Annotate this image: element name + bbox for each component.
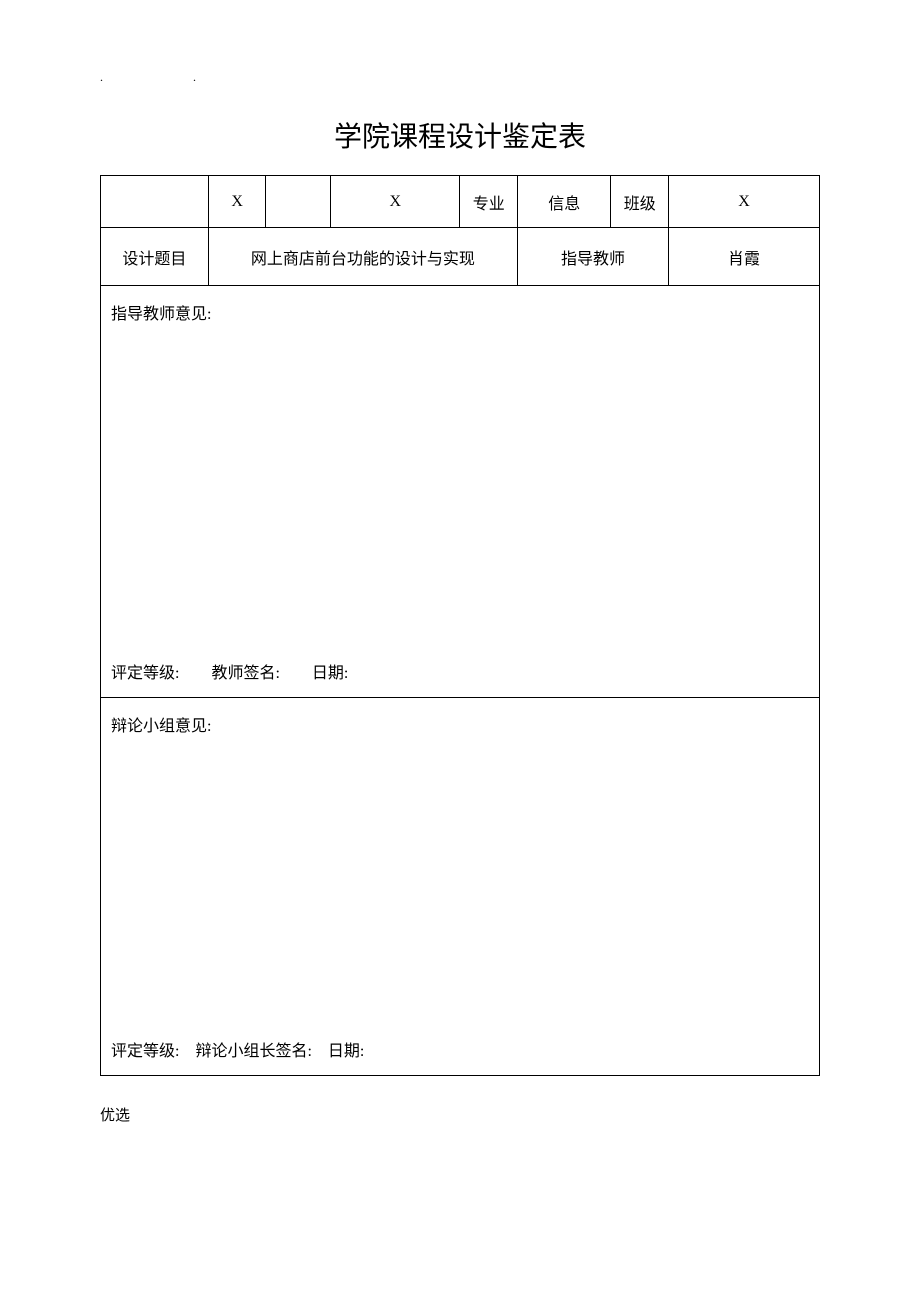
teacher-opinion-header: 指导教师意见: <box>111 300 809 324</box>
dot-mark: . <box>100 70 103 85</box>
cell-x-1: X <box>208 176 266 228</box>
cell-topic-label: 设计题目 <box>101 228 209 286</box>
header-dots: . . <box>100 70 820 85</box>
page-title: 学院课程设计鉴定表 <box>100 115 820 155</box>
cell-major-value: 信息 <box>517 176 610 228</box>
cell-group-opinion: 辩论小组意见: 评定等级: 辩论小组长签名: 日期: <box>101 698 820 1076</box>
dot-mark: . <box>193 70 196 85</box>
cell-advisor-value: 肖霞 <box>668 228 819 286</box>
group-signature-line: 评定等级: 辩论小组长签名: 日期: <box>111 1037 809 1061</box>
cell-blank-2 <box>266 176 331 228</box>
footer-text: 优选 <box>100 1104 820 1125</box>
table-row-info: X X 专业 信息 班级 X <box>101 176 820 228</box>
table-row-topic: 设计题目 网上商店前台功能的设计与实现 指导教师 肖霞 <box>101 228 820 286</box>
cell-advisor-label: 指导教师 <box>517 228 668 286</box>
cell-major-label: 专业 <box>460 176 518 228</box>
cell-teacher-opinion: 指导教师意见: 评定等级: 教师签名: 日期: <box>101 286 820 698</box>
table-row-group-opinion: 辩论小组意见: 评定等级: 辩论小组长签名: 日期: <box>101 698 820 1076</box>
cell-class-label: 班级 <box>611 176 669 228</box>
teacher-signature-line: 评定等级: 教师签名: 日期: <box>111 659 809 683</box>
evaluation-table: X X 专业 信息 班级 X 设计题目 网上商店前台功能的设计与实现 指导教师 … <box>100 175 820 1076</box>
cell-topic-value: 网上商店前台功能的设计与实现 <box>208 228 517 286</box>
group-opinion-header: 辩论小组意见: <box>111 712 809 736</box>
cell-blank-1 <box>101 176 209 228</box>
table-row-teacher-opinion: 指导教师意见: 评定等级: 教师签名: 日期: <box>101 286 820 698</box>
cell-x-2: X <box>331 176 460 228</box>
cell-class-value: X <box>668 176 819 228</box>
